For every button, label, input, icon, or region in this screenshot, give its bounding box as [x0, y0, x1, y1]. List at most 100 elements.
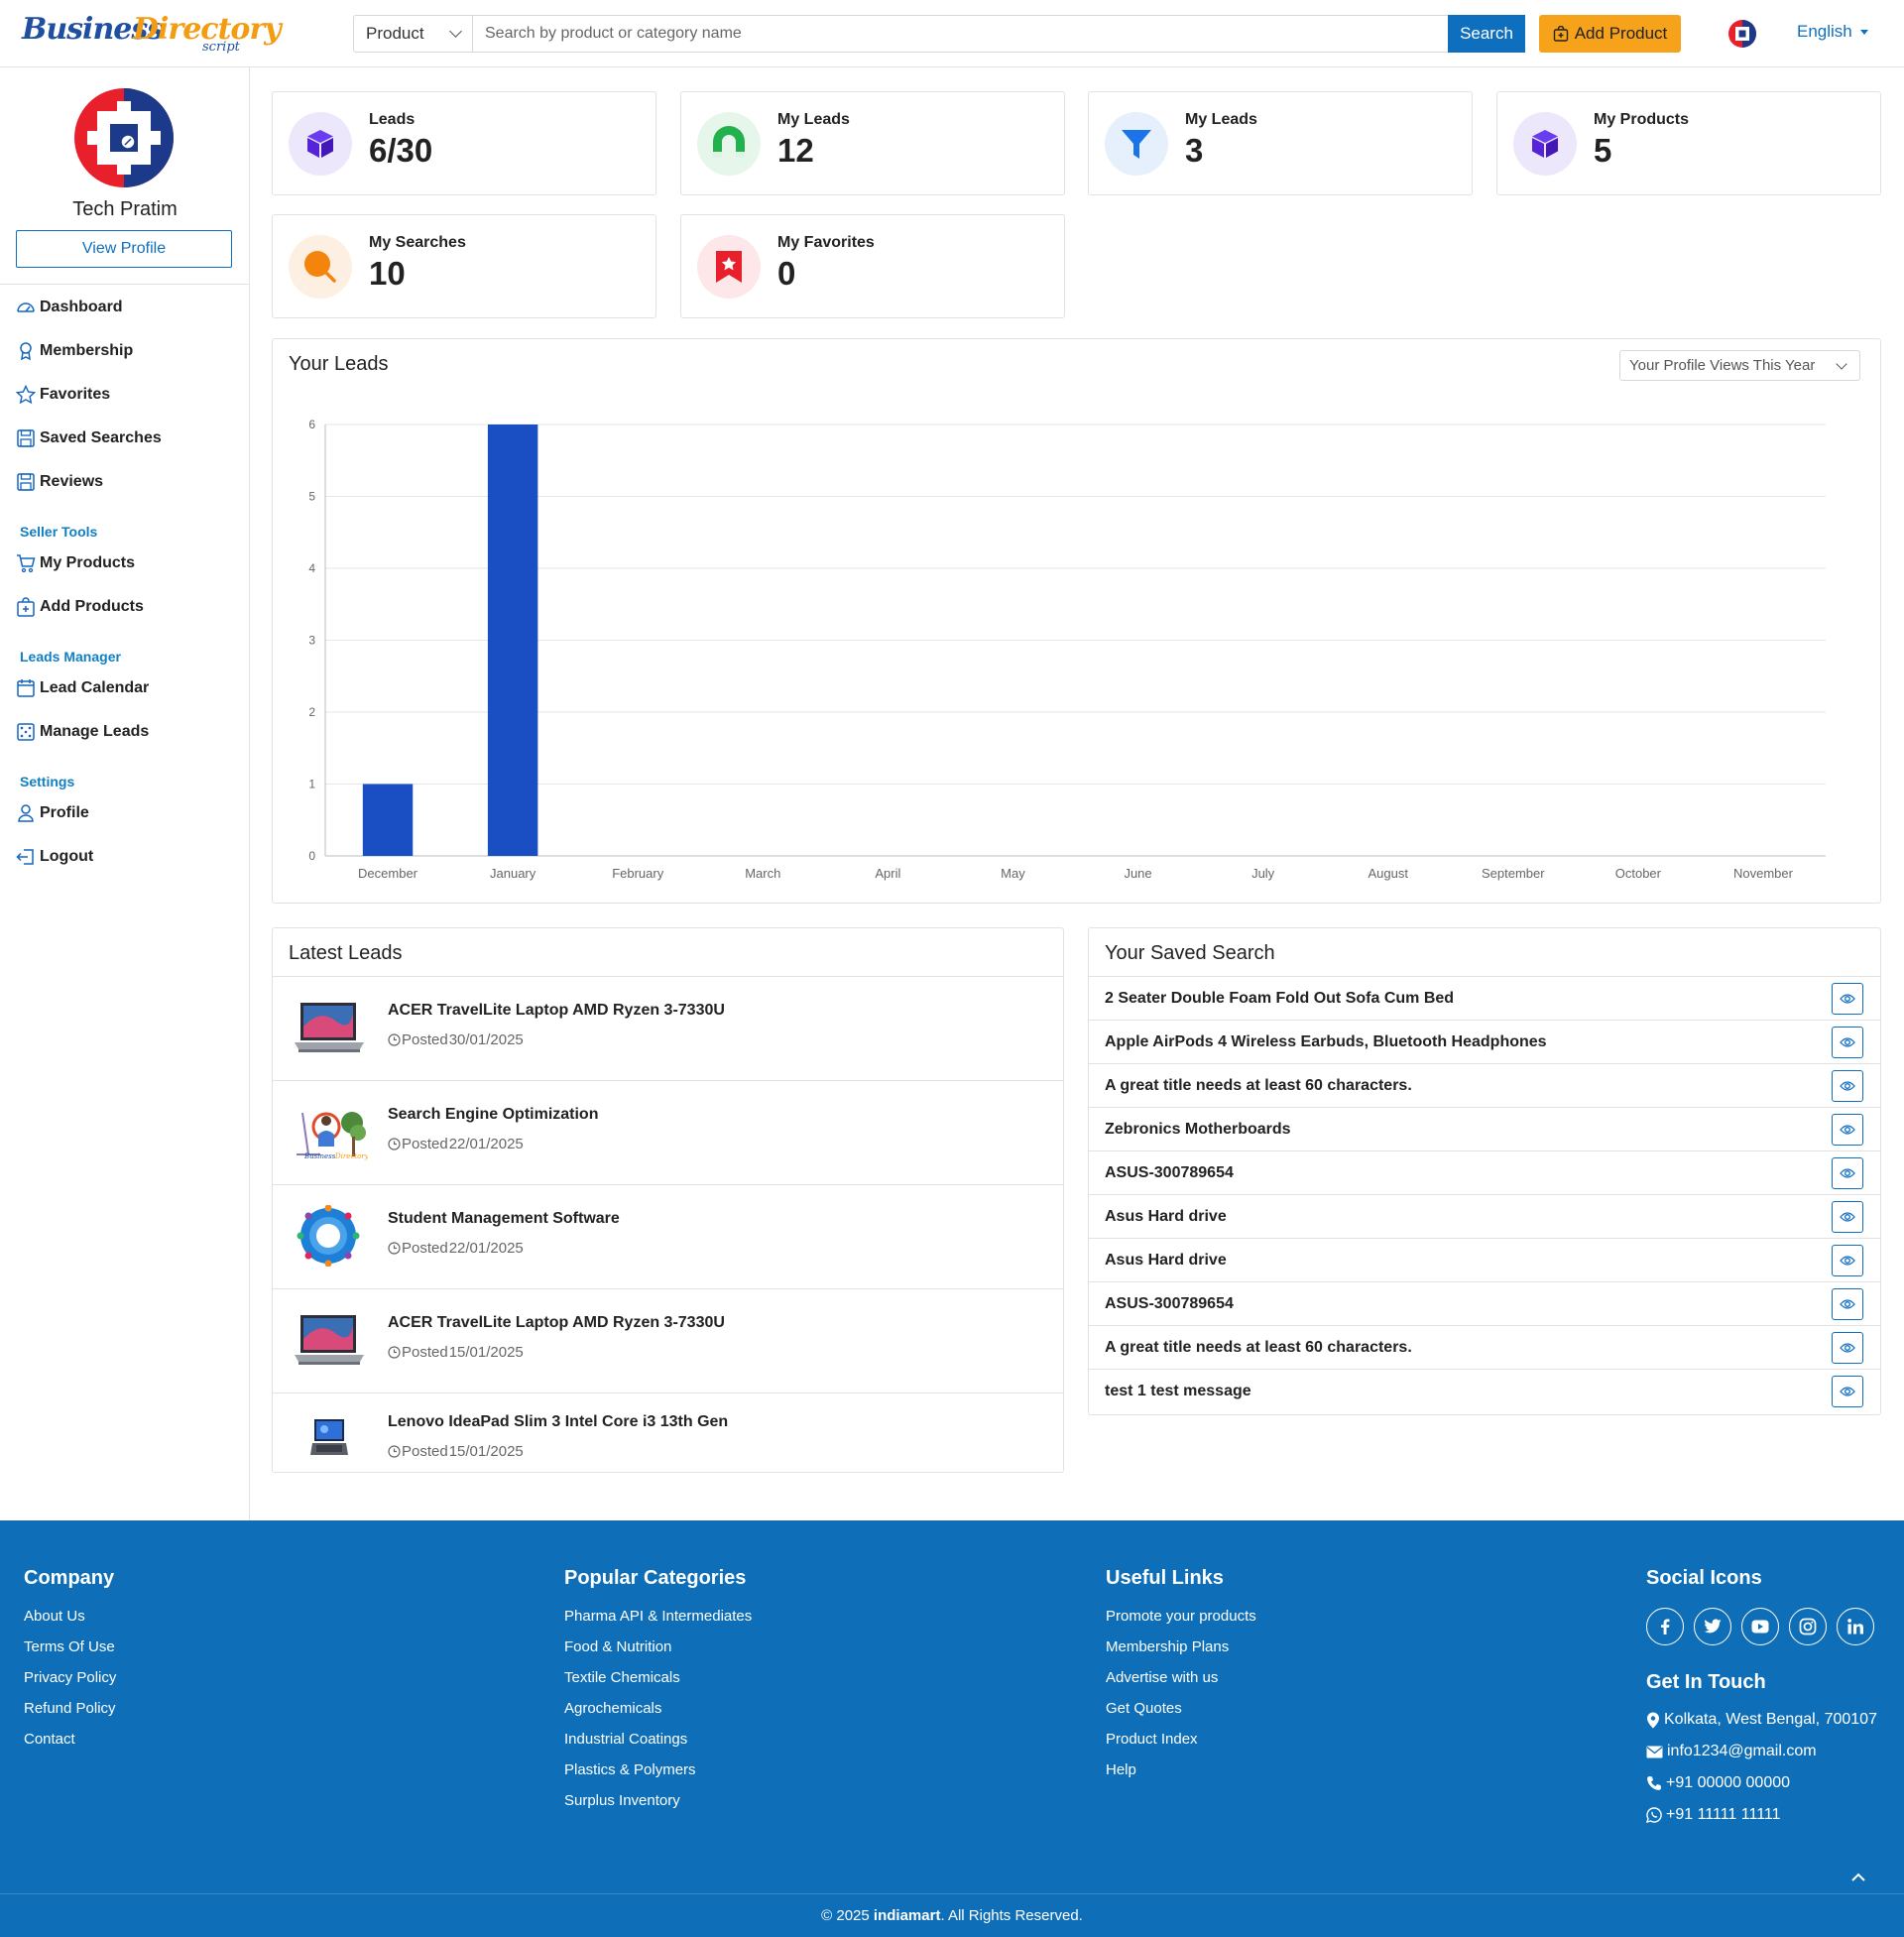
saved-search-text[interactable]: A great title needs at least 60 characte…: [1105, 1077, 1412, 1094]
contact-email[interactable]: info1234@gmail.com: [1646, 1736, 1877, 1767]
footer-link[interactable]: About Us: [24, 1608, 85, 1625]
footer-link[interactable]: Get Quotes: [1106, 1700, 1182, 1717]
search-category-select[interactable]: Product: [354, 16, 473, 52]
saved-search-text[interactable]: Apple AirPods 4 Wireless Earbuds, Blueto…: [1105, 1033, 1547, 1050]
stat-card-my-searches[interactable]: My Searches 10: [272, 214, 656, 318]
saved-search-text[interactable]: ASUS-300789654: [1105, 1164, 1234, 1181]
search-bar: Product: [353, 15, 1525, 53]
section-heading-settings: Settings: [20, 774, 75, 789]
footer-link[interactable]: Privacy Policy: [24, 1669, 117, 1686]
view-saved-search-button[interactable]: [1832, 1245, 1863, 1276]
search-button[interactable]: Search: [1448, 15, 1525, 53]
lead-title[interactable]: ACER TravelLite Laptop AMD Ryzen 3-7330U: [388, 1314, 725, 1331]
chevron-up-icon[interactable]: [1850, 1870, 1866, 1885]
contact-phone[interactable]: +91 00000 00000: [1646, 1767, 1877, 1799]
sidebar-item-my-products[interactable]: My Products: [16, 553, 135, 573]
saved-search-text[interactable]: test 1 test message: [1105, 1383, 1251, 1399]
sidebar-item-add-products[interactable]: Add Products: [16, 597, 144, 617]
view-saved-search-button[interactable]: [1832, 1332, 1863, 1364]
contact-whatsapp[interactable]: +91 11111 11111: [1646, 1799, 1877, 1831]
view-saved-search-button[interactable]: [1832, 1114, 1863, 1146]
footer-link[interactable]: Promote your products: [1106, 1608, 1256, 1625]
search-input[interactable]: [473, 16, 1524, 52]
footer-link[interactable]: Pharma API & Intermediates: [564, 1608, 753, 1625]
linkedin-icon[interactable]: [1837, 1608, 1874, 1645]
footer-link[interactable]: Surplus Inventory: [564, 1792, 680, 1809]
chart-bar[interactable]: [362, 784, 414, 857]
saved-search-row: Asus Hard drive: [1089, 1194, 1880, 1238]
stat-card-my-products[interactable]: My Products 5: [1496, 91, 1881, 195]
x-tick-label: May: [1001, 866, 1025, 881]
lead-posted-date: Posted 30/01/2025: [388, 1031, 524, 1048]
add-product-button[interactable]: Add Product: [1539, 15, 1681, 53]
lead-row[interactable]: Business Directory Search Engine Optimizat…: [273, 1080, 1063, 1184]
view-saved-search-button[interactable]: [1832, 1027, 1863, 1058]
stat-card-leads[interactable]: Leads 6/30: [272, 91, 656, 195]
footer-link[interactable]: Contact: [24, 1731, 75, 1748]
footer-link[interactable]: Agrochemicals: [564, 1700, 662, 1717]
lead-title[interactable]: ACER TravelLite Laptop AMD Ryzen 3-7330U: [388, 1002, 725, 1019]
lead-title[interactable]: Student Management Software: [388, 1210, 620, 1227]
sidebar-item-saved-searches[interactable]: Saved Searches: [16, 428, 162, 448]
lead-row[interactable]: ACER TravelLite Laptop AMD Ryzen 3-7330U…: [273, 976, 1063, 1080]
sidebar-item-dashboard[interactable]: Dashboard: [16, 298, 123, 317]
footer-link[interactable]: Plastics & Polymers: [564, 1761, 696, 1778]
lead-title[interactable]: Lenovo IdeaPad Slim 3 Intel Core i3 13th…: [388, 1413, 729, 1430]
twitter-icon[interactable]: [1694, 1608, 1731, 1645]
sidebar-item-label: Logout: [40, 848, 94, 865]
lead-title[interactable]: Search Engine Optimization: [388, 1106, 599, 1123]
footer-link[interactable]: Advertise with us: [1106, 1669, 1219, 1686]
lead-thumbnail[interactable]: [291, 997, 368, 1058]
sidebar-item-favorites[interactable]: Favorites: [16, 385, 110, 405]
footer-link[interactable]: Product Index: [1106, 1731, 1198, 1748]
facebook-icon[interactable]: [1646, 1608, 1684, 1645]
brand-logo[interactable]: Business Directory script: [22, 10, 282, 58]
saved-search-text[interactable]: ASUS-300789654: [1105, 1295, 1234, 1312]
saved-search-text[interactable]: A great title needs at least 60 characte…: [1105, 1339, 1412, 1356]
footer-link[interactable]: Industrial Coatings: [564, 1731, 688, 1748]
y-tick-label: 1: [308, 778, 315, 791]
sidebar-item-lead-calendar[interactable]: Lead Calendar: [16, 678, 149, 698]
footer-link[interactable]: Refund Policy: [24, 1700, 116, 1717]
view-saved-search-button[interactable]: [1832, 1288, 1863, 1320]
lead-thumbnail[interactable]: [291, 1413, 368, 1475]
saved-search-text[interactable]: Zebronics Motherboards: [1105, 1121, 1291, 1138]
youtube-icon[interactable]: [1741, 1608, 1779, 1645]
footer-link[interactable]: Help: [1106, 1761, 1136, 1778]
sidebar-item-reviews[interactable]: Reviews: [16, 472, 103, 492]
footer-link[interactable]: Food & Nutrition: [564, 1638, 672, 1655]
sidebar-item-profile[interactable]: Profile: [16, 803, 89, 823]
lead-row[interactable]: ACER TravelLite Laptop AMD Ryzen 3-7330U…: [273, 1288, 1063, 1392]
view-profile-button[interactable]: View Profile: [16, 230, 232, 268]
chart-bar[interactable]: [487, 424, 538, 856]
stat-card-my-leads-filtered[interactable]: My Leads 3: [1088, 91, 1473, 195]
stat-card-my-leads[interactable]: My Leads 12: [680, 91, 1065, 195]
chart-period-select[interactable]: Your Profile Views This Year: [1619, 350, 1860, 381]
profile-avatar[interactable]: [73, 87, 175, 188]
lead-row[interactable]: Student Management Software Posted 22/01/2…: [273, 1184, 1063, 1288]
saved-search-text[interactable]: Asus Hard drive: [1105, 1208, 1227, 1225]
lead-thumbnail[interactable]: Business Directory: [291, 1101, 370, 1162]
lead-row[interactable]: Lenovo IdeaPad Slim 3 Intel Core i3 13th…: [273, 1392, 1063, 1470]
view-saved-search-button[interactable]: [1832, 1376, 1863, 1407]
sidebar-item-membership[interactable]: Membership: [16, 341, 133, 361]
user-avatar-icon[interactable]: [1726, 18, 1758, 50]
view-saved-search-button[interactable]: [1832, 1070, 1863, 1102]
footer-link[interactable]: Terms Of Use: [24, 1638, 115, 1655]
view-saved-search-button[interactable]: [1832, 983, 1863, 1015]
lead-thumbnail[interactable]: [291, 1204, 368, 1268]
footer-link[interactable]: Membership Plans: [1106, 1638, 1230, 1655]
saved-search-text[interactable]: 2 Seater Double Foam Fold Out Sofa Cum B…: [1105, 990, 1455, 1007]
sidebar-item-manage-leads[interactable]: Manage Leads: [16, 722, 149, 742]
lead-thumbnail[interactable]: [291, 1309, 368, 1371]
copyright-brand[interactable]: indiamart: [873, 1907, 941, 1924]
language-selector[interactable]: English: [1797, 22, 1868, 42]
saved-search-text[interactable]: Asus Hard drive: [1105, 1252, 1227, 1269]
instagram-icon[interactable]: [1789, 1608, 1827, 1645]
view-saved-search-button[interactable]: [1832, 1157, 1863, 1189]
eye-icon: [1840, 1037, 1855, 1047]
stat-card-my-favorites[interactable]: My Favorites 0: [680, 214, 1065, 318]
footer-link[interactable]: Textile Chemicals: [564, 1669, 680, 1686]
view-saved-search-button[interactable]: [1832, 1201, 1863, 1233]
sidebar-item-logout[interactable]: Logout: [16, 847, 93, 867]
